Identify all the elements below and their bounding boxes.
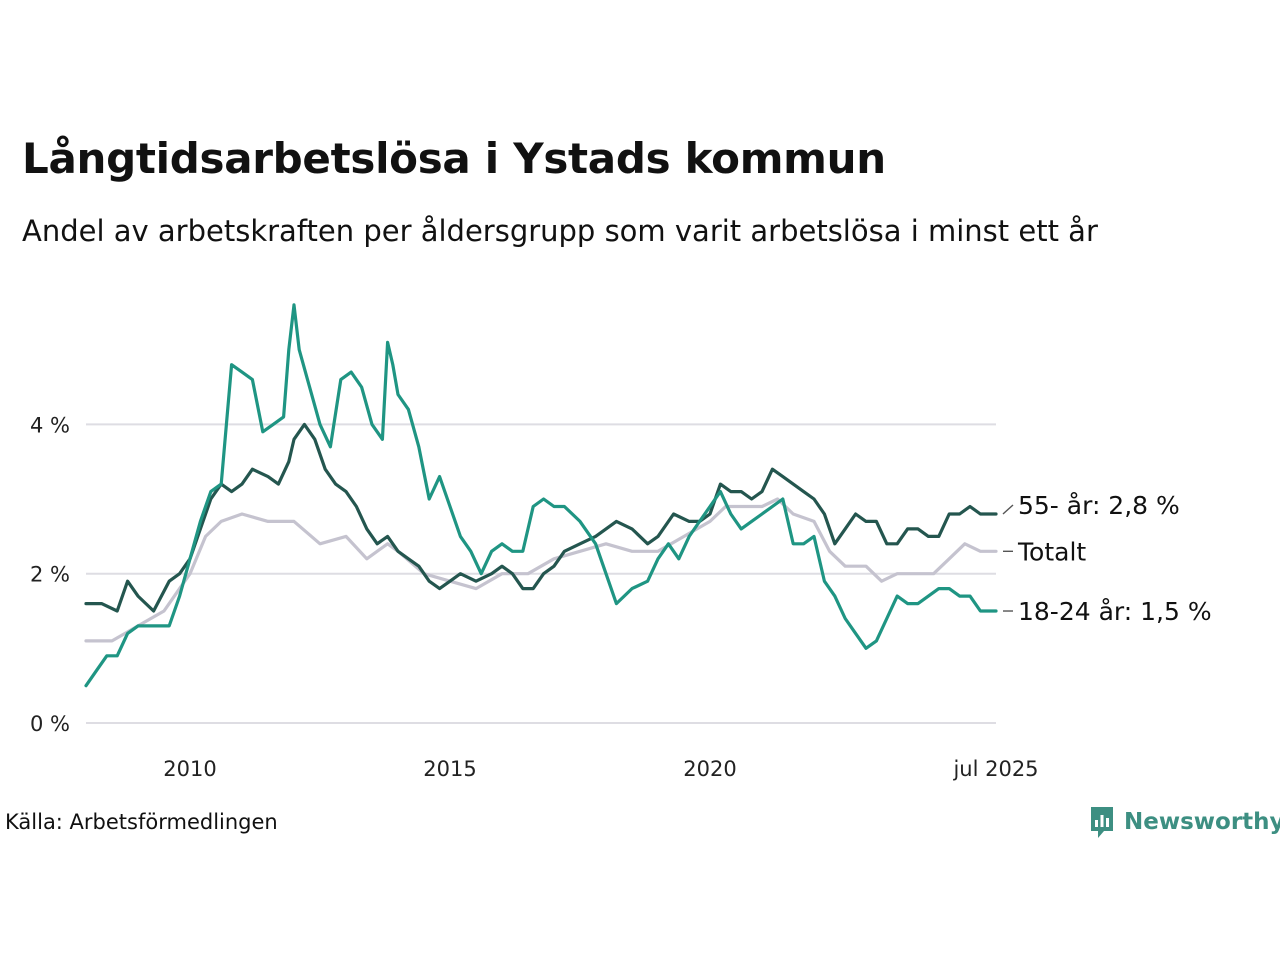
series-end-label: 18-24 år: 1,5 % (1018, 597, 1212, 626)
x-tick-label: 2015 (423, 757, 476, 781)
brand-name: Newsworthy (1124, 809, 1280, 835)
chart-title: Långtidsarbetslösa i Ystads kommun (22, 134, 886, 183)
newsworthy-logo-icon (1091, 807, 1113, 838)
series-lines (84, 303, 998, 688)
series-line (84, 422, 998, 613)
end-labels: Totalt 55- år: 2,8 % 18-24 år: 1,5 % (1002, 491, 1212, 626)
y-tick-label: 4 % (30, 413, 70, 437)
end-label-connector (1002, 504, 1014, 515)
y-tick-label: 0 % (30, 712, 70, 736)
x-tick-label: 2020 (683, 757, 736, 781)
series-line (84, 497, 998, 643)
line-chart: 0 % 2 % 4 % 2010 2015 2020 jul 2025 Totalt 55-… (30, 303, 1212, 781)
series-end-label: 55- år: 2,8 % (1018, 491, 1180, 520)
source-note: Källa: Arbetsförmedlingen (5, 810, 278, 834)
chart-subtitle: Andel av arbetskraften per åldersgrupp s… (22, 214, 1098, 248)
brand-logo: Newsworthy (1088, 802, 1280, 842)
y-axis-ticks: 0 % 2 % 4 % (30, 413, 70, 736)
x-axis-ticks: 2010 2015 2020 jul 2025 (163, 757, 1038, 781)
series-line (84, 303, 998, 688)
x-tick-label: jul 2025 (952, 757, 1038, 781)
series-end-label: Totalt (1017, 537, 1086, 566)
gridlines (86, 423, 996, 724)
x-tick-label: 2010 (163, 757, 216, 781)
y-tick-label: 2 % (30, 563, 70, 587)
